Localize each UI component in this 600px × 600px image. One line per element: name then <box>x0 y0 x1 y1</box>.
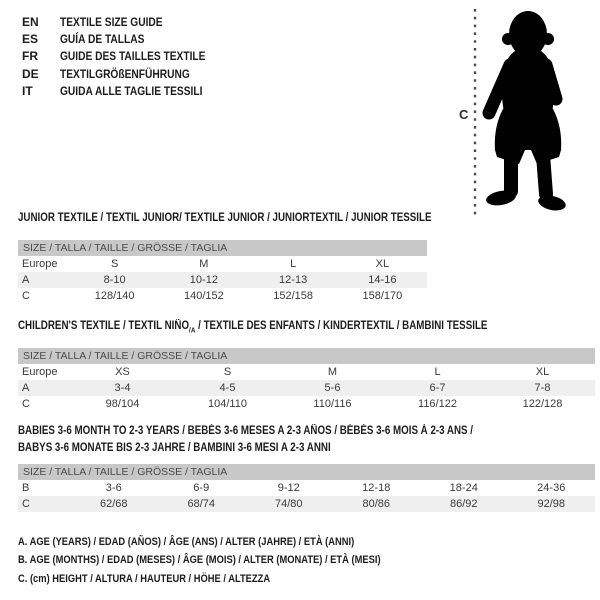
table-cell: 68/74 <box>187 498 216 510</box>
table-cell: XL <box>535 366 550 378</box>
row-label: Europe <box>22 366 58 378</box>
language-title: TEXTILE SIZE GUIDE <box>60 14 163 29</box>
row-label: B <box>22 482 30 494</box>
row-label: C <box>22 290 30 302</box>
table-cell: M <box>327 366 338 378</box>
table-cell: S <box>223 366 232 378</box>
language-row-it: IT GUIDA ALLE TAGLIE TESSILI <box>22 83 231 100</box>
table-cell: M <box>199 258 209 270</box>
language-row-de: DE TEXTILGRÖßENFÜHRUNG <box>22 65 231 82</box>
table-cell: 5-6 <box>324 382 341 394</box>
table-cell: 86/92 <box>449 498 478 510</box>
table-row-age-months: B 3-6 6-9 9-12 12-18 18-24 24-36 <box>18 480 595 496</box>
baby-silhouette-icon <box>482 11 566 211</box>
table-row-age: A 3-4 4-5 5-6 6-7 7-8 <box>18 380 595 396</box>
children-heading-suffix: / TEXTILE DES ENFANTS / KINDERTEXTIL / B… <box>195 320 488 332</box>
table-cell: 24-36 <box>537 482 566 494</box>
height-label: C <box>459 107 469 122</box>
table-cell: 62/68 <box>99 498 128 510</box>
language-code: IT <box>22 84 33 99</box>
children-heading-prefix: CHILDREN'S TEXTILE / TEXTIL NIÑO <box>18 320 190 332</box>
table-cell: 116/122 <box>418 398 457 410</box>
table-row-europe: Europe S M L XL <box>18 256 427 272</box>
table-cell: 6-7 <box>429 382 446 394</box>
language-row-en: EN TEXTILE SIZE GUIDE <box>22 13 231 30</box>
junior-section-heading: JUNIOR TEXTILE / TEXTIL JUNIOR/ TEXTILE … <box>18 210 504 227</box>
legend-text: A. AGE (YEARS) / EDAD (AÑOS) / ÂGE (ANS)… <box>18 536 355 548</box>
table-cell: XL <box>375 258 390 270</box>
table-cell: 158/170 <box>362 290 403 302</box>
babies-size-table: SIZE / TALLA / TAILLE / GRÖSSE / TAGLIA … <box>18 464 595 512</box>
table-cell: 98/104 <box>105 398 140 410</box>
table-cell: L <box>290 258 297 270</box>
table-row-height: C 98/104 104/110 110/116 116/122 122/128 <box>18 396 595 412</box>
language-title-block: EN TEXTILE SIZE GUIDE ES GUÍA DE TALLAS … <box>22 13 231 100</box>
table-cell: 18-24 <box>449 482 478 494</box>
row-label: A <box>22 274 30 286</box>
children-heading-text: CHILDREN'S TEXTILE / TEXTIL NIÑO/A / TEX… <box>18 318 487 338</box>
babies-section-heading: BABIES 3-6 MONTH TO 2-3 YEARS / BEBÉS 3-… <box>18 423 553 457</box>
row-label: A <box>22 382 30 394</box>
language-title: TEXTILGRÖßENFÜHRUNG <box>60 66 190 81</box>
table-cell: 4-5 <box>219 382 236 394</box>
legend-line-b: B. AGE (MONTHS) / EDAD (MESES) / ÂGE (MO… <box>18 554 445 572</box>
language-title: GUIDA ALLE TAGLIE TESSILI <box>60 84 203 99</box>
language-title: GUIDE DES TAILLES TEXTILE <box>60 49 206 64</box>
table-cell: 80/86 <box>362 498 391 510</box>
junior-heading-text: JUNIOR TEXTILE / TEXTIL JUNIOR/ TEXTILE … <box>18 212 432 224</box>
row-label: C <box>22 398 30 410</box>
babies-heading-line2: BABYS 3-6 MONATE BIS 2-3 JAHRE / BAMBINI… <box>18 442 331 454</box>
legend-text: C. (cm) HEIGHT / ALTURA / HAUTEUR / HÖHE… <box>18 572 271 585</box>
language-row-es: ES GUÍA DE TALLAS <box>22 30 231 47</box>
language-code: ES <box>22 32 39 47</box>
legend-text: B. AGE (MONTHS) / EDAD (MESES) / ÂGE (MO… <box>18 554 381 567</box>
table-cell: 6-9 <box>193 482 210 494</box>
table-row-height: C 62/68 68/74 74/80 80/86 86/92 92/98 <box>18 496 595 512</box>
table-cell: 110/116 <box>313 398 352 410</box>
table-cell: 152/158 <box>273 290 313 302</box>
language-code: FR <box>22 49 38 64</box>
table-cell: 140/152 <box>183 290 224 302</box>
table-cell: 3-6 <box>105 482 122 494</box>
language-code: EN <box>22 14 39 29</box>
table-cell: 128/140 <box>94 290 135 302</box>
table-cell: 10-12 <box>189 274 218 286</box>
table-row-europe: Europe XS S M L XL <box>18 364 595 380</box>
table-cell: XS <box>115 366 130 378</box>
legend-line-c: C. (cm) HEIGHT / ALTURA / HAUTEUR / HÖHE… <box>18 573 445 591</box>
legend-line-a: A. AGE (YEARS) / EDAD (AÑOS) / ÂGE (ANS)… <box>18 536 445 554</box>
table-cell: 14-16 <box>368 274 397 286</box>
table-cell: 92/98 <box>537 498 566 510</box>
table-cell: 12-13 <box>279 274 308 286</box>
size-header-bar: SIZE / TALLA / TAILLE / GRÖSSE / TAGLIA <box>18 240 427 256</box>
table-cell: 3-4 <box>114 382 131 394</box>
children-heading-subscript: /A <box>189 325 196 335</box>
size-header-bar: SIZE / TALLA / TAILLE / GRÖSSE / TAGLIA <box>18 348 595 364</box>
table-cell: 7-8 <box>534 382 551 394</box>
table-cell: 12-18 <box>362 482 391 494</box>
table-row-height: C 128/140 140/152 152/158 158/170 <box>18 288 427 304</box>
table-cell: L <box>434 366 441 378</box>
size-header-bar: SIZE / TALLA / TAILLE / GRÖSSE / TAGLIA <box>18 464 595 480</box>
baby-height-figure: C <box>459 9 566 215</box>
language-title: GUÍA DE TALLAS <box>60 32 145 47</box>
children-section-heading: CHILDREN'S TEXTILE / TEXTIL NIÑO/A / TEX… <box>18 318 570 338</box>
language-code: DE <box>22 66 39 81</box>
junior-size-table: SIZE / TALLA / TAILLE / GRÖSSE / TAGLIA … <box>18 240 427 304</box>
table-cell: 74/80 <box>274 498 303 510</box>
table-cell: 9-12 <box>277 482 300 494</box>
babies-heading-line1: BABIES 3-6 MONTH TO 2-3 YEARS / BEBÉS 3-… <box>18 425 474 437</box>
table-row-age: A 8-10 10-12 12-13 14-16 <box>18 272 427 288</box>
language-row-fr: FR GUIDE DES TAILLES TEXTILE <box>22 48 231 65</box>
table-cell: 104/110 <box>208 398 247 410</box>
table-cell: S <box>110 258 119 270</box>
children-size-table: SIZE / TALLA / TAILLE / GRÖSSE / TAGLIA … <box>18 348 595 412</box>
table-cell: 122/128 <box>522 398 563 410</box>
table-cell: 8-10 <box>103 274 126 286</box>
row-label: Europe <box>22 258 58 270</box>
measure-legend: A. AGE (YEARS) / EDAD (AÑOS) / ÂGE (ANS)… <box>18 536 445 591</box>
row-label: C <box>22 498 30 510</box>
